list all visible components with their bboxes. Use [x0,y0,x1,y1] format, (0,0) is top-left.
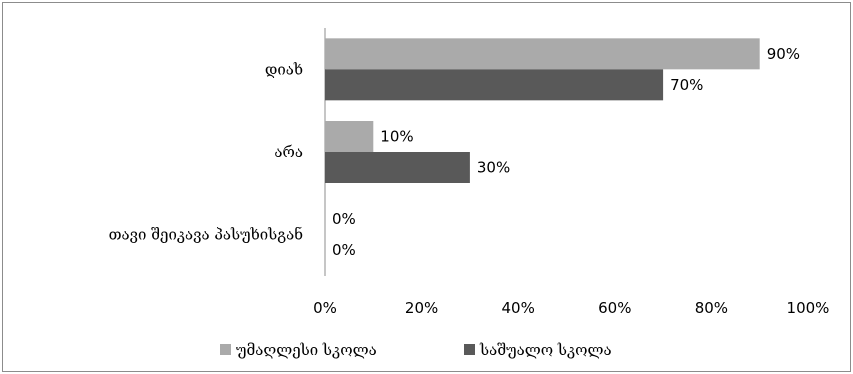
legend-label: უმაღლესი სკოლა [236,341,377,359]
legend-label: საშუალო სკოლა [479,341,612,359]
bar [325,152,470,183]
category-label: არა [274,143,303,161]
category-label: თავი შეიკავა პასუხისგან [109,226,303,244]
x-tick-label: 100% [787,299,830,317]
x-tick-label: 0% [313,299,337,317]
legend-swatch [464,344,475,355]
plot-area: დიახ 90% 70% არა 10% 30% თავი შეიკავა პასუხისგ… [109,28,830,317]
bar [325,121,374,152]
data-label: 70% [670,76,703,94]
bar [325,38,760,70]
x-tick-label: 20% [405,299,438,317]
x-tick-label: 40% [502,299,535,317]
data-label: 10% [380,128,413,146]
data-label: 0% [332,210,356,228]
category-label: დიახ [265,60,303,78]
data-label: 90% [767,45,800,63]
data-label: 0% [332,241,356,259]
x-tick-label: 60% [598,299,631,317]
data-label: 30% [477,159,510,177]
x-tick-label: 80% [695,299,728,317]
legend: უმაღლესი სკოლა საშუალო სკოლა [220,341,612,359]
legend-swatch [220,344,231,355]
bar [325,69,664,101]
